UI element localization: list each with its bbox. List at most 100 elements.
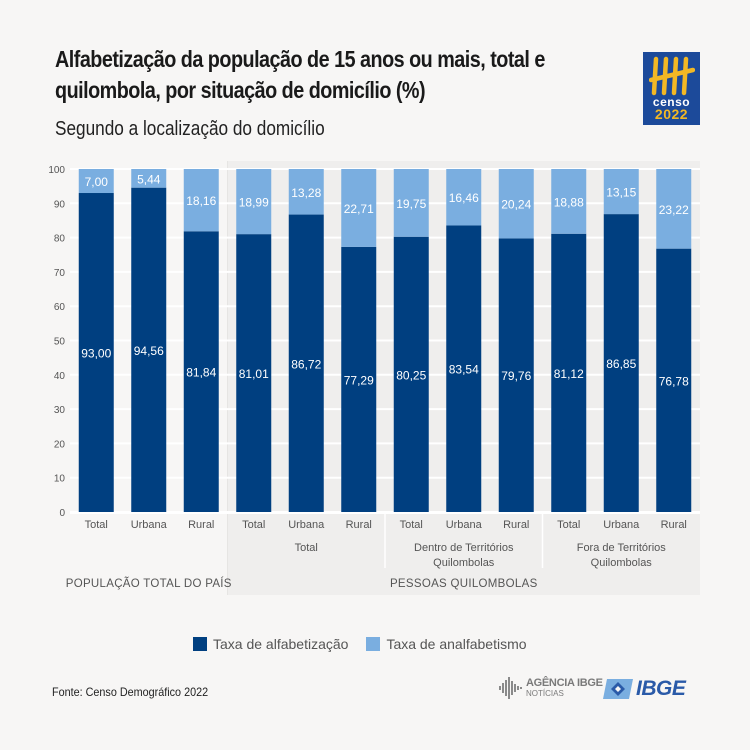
bar-analfabetismo: [183, 169, 219, 232]
x-category-label: Urbana: [288, 519, 325, 531]
agencia-line-2: NOTÍCIAS: [526, 689, 564, 698]
x-subgroup-label: Quilombolas: [433, 557, 495, 569]
x-subgroup-label: Dentro de Territórios: [414, 542, 514, 554]
data-label-alfabetizacao: 79,76: [501, 369, 531, 383]
bar-analfabetismo: [656, 169, 692, 249]
bar-alfabetizacao: [183, 231, 219, 512]
x-subgroup-label: Total: [295, 542, 318, 554]
data-label-alfabetizacao: 77,29: [344, 373, 374, 387]
agencia-line-1: AGÊNCIA IBGE: [526, 677, 603, 689]
bar-analfabetismo: [131, 169, 167, 188]
data-label-alfabetizacao: 81,01: [239, 367, 269, 381]
data-label-analfabetismo: 19,75: [396, 197, 426, 211]
logo-censo-text: censo: [652, 95, 691, 109]
legend: Taxa de alfabetização Taxa de analfabeti…: [193, 636, 545, 652]
legend-item-analfabetismo: Taxa de analfabetismo: [366, 636, 527, 652]
bar-alfabetizacao: [551, 233, 587, 512]
bar-analfabetismo: [446, 169, 482, 226]
bar-alfabetizacao: [446, 225, 482, 512]
legend-swatch-analfabetismo: [366, 637, 381, 651]
data-label-alfabetizacao: 76,78: [659, 374, 689, 388]
bar-analfabetismo: [393, 169, 429, 237]
ibge-word: IBGE: [636, 677, 686, 700]
legend-swatch-alfabetizacao: [193, 637, 207, 651]
data-label-analfabetismo: 5,44: [137, 172, 161, 186]
y-tick-label: 70: [54, 268, 66, 279]
logo-year-text: 2022: [654, 106, 689, 122]
x-category-label: Rural: [661, 519, 687, 531]
x-group-label: POPULAÇÃO TOTAL DO PAÍS: [66, 577, 232, 590]
data-label-analfabetismo: 18,99: [239, 196, 269, 210]
data-label-alfabetizacao: 80,25: [396, 368, 426, 382]
x-category-label: Total: [400, 519, 423, 531]
chart-subtitle: Segundo a localização do domicílio: [55, 118, 325, 140]
data-label-alfabetizacao: 86,85: [606, 357, 636, 371]
bar-analfabetismo: [236, 169, 272, 235]
x-category-label: Rural: [188, 519, 214, 531]
y-tick-label: 50: [54, 337, 66, 348]
data-label-alfabetizacao: 83,54: [449, 363, 479, 377]
bar-analfabetismo: [498, 169, 534, 239]
y-tick-label: 40: [54, 371, 66, 382]
y-tick-label: 100: [48, 165, 65, 176]
data-label-analfabetismo: 7,00: [85, 175, 109, 189]
data-label-alfabetizacao: 81,12: [554, 367, 584, 381]
y-tick-label: 90: [54, 199, 66, 210]
data-label-analfabetismo: 18,88: [554, 195, 584, 209]
y-tick-label: 20: [54, 439, 66, 450]
legend-item-alfabetizacao: Taxa de alfabetização: [193, 636, 348, 652]
data-label-alfabetizacao: 94,56: [134, 344, 164, 358]
legend-label-analfabetismo: Taxa de analfabetismo: [386, 636, 527, 652]
tally-marks-icon: [649, 56, 695, 96]
chart-title-line-2: quilombola, por situação de domicílio (%…: [55, 77, 426, 103]
x-subgroup-label: Fora de Territórios: [577, 542, 667, 554]
bar-alfabetizacao: [236, 234, 272, 513]
ibge-logo: IBGE: [603, 677, 686, 701]
x-category-label: Total: [242, 519, 265, 531]
x-category-label: Total: [85, 519, 108, 531]
x-category-label: Urbana: [131, 519, 168, 531]
chart-title-line-1: Alfabetização da população de 15 anos ou…: [55, 46, 545, 72]
data-label-alfabetizacao: 93,00: [81, 347, 111, 361]
x-subgroup-label: Quilombolas: [591, 557, 653, 569]
chart-title: Alfabetização da população de 15 anos ou…: [55, 44, 545, 106]
data-label-analfabetismo: 16,46: [449, 191, 479, 205]
data-label-analfabetismo: 13,28: [291, 186, 321, 200]
data-label-alfabetizacao: 86,72: [291, 357, 321, 371]
data-label-analfabetismo: 22,71: [344, 202, 374, 216]
ibge-emblem-icon: [603, 679, 633, 699]
bar-alfabetizacao: [288, 214, 324, 512]
data-label-analfabetismo: 23,22: [659, 203, 689, 217]
x-category-label: Urbana: [446, 519, 483, 531]
bar-alfabetizacao: [498, 238, 534, 512]
agencia-ibge-logo: AGÊNCIA IBGE NOTÍCIAS: [499, 677, 603, 699]
x-category-label: Rural: [503, 519, 529, 531]
y-tick-label: 60: [54, 302, 66, 313]
bar-alfabetizacao: [131, 187, 167, 513]
bar-analfabetismo: [78, 169, 114, 194]
x-category-label: Total: [557, 519, 580, 531]
bar-analfabetismo: [551, 169, 587, 234]
bar-analfabetismo: [288, 169, 324, 215]
bar-alfabetizacao: [341, 246, 377, 512]
stacked-bar-chart: 0 10 20 30 40 50 60 70 80 90 100 93,00 7,00 Total 94,5…: [48, 165, 692, 590]
bar-alfabetizacao: [78, 193, 114, 512]
y-tick-label: 0: [59, 508, 65, 519]
bar-alfabetizacao: [393, 236, 429, 512]
source-note: Fonte: Censo Demográfico 2022: [52, 685, 209, 699]
data-label-alfabetizacao: 81,84: [186, 366, 216, 380]
data-label-analfabetismo: 18,16: [186, 194, 216, 208]
bar-analfabetismo: [603, 169, 639, 215]
bar-alfabetizacao: [603, 214, 639, 513]
censo-2022-logo: censo 2022: [643, 52, 700, 125]
bar-alfabetizacao: [656, 248, 692, 512]
y-tick-label: 30: [54, 405, 66, 416]
x-group-label: PESSOAS QUILOMBOLAS: [390, 578, 538, 590]
y-tick-label: 10: [54, 474, 66, 485]
y-tick-label: 80: [54, 234, 66, 245]
legend-label-alfabetizacao: Taxa de alfabetização: [213, 636, 349, 652]
x-category-label: Urbana: [603, 519, 640, 531]
data-label-analfabetismo: 13,15: [606, 186, 636, 200]
data-label-analfabetismo: 20,24: [501, 198, 531, 212]
agencia-waveform-icon: [499, 677, 522, 699]
